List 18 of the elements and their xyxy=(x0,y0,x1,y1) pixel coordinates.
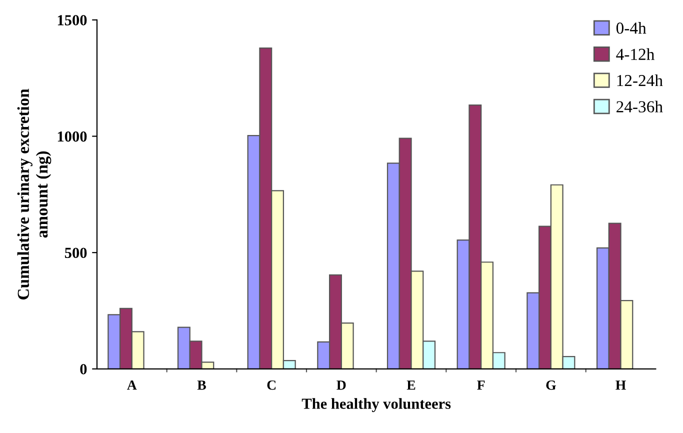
x-tick-label: D xyxy=(336,380,346,390)
x-tick-label: B xyxy=(197,380,206,390)
legend-label: 4-12h xyxy=(616,48,654,60)
x-tick-label: H xyxy=(616,380,626,390)
y-axis-title: Cumulative urinary excretion amount (ng) xyxy=(17,88,52,300)
legend-label: 0-4h xyxy=(616,22,646,34)
x-tick-label: G xyxy=(546,380,556,390)
y-tick-label: 1500 xyxy=(58,15,87,26)
x-tick-label: F xyxy=(477,380,485,390)
x-tick-label: E xyxy=(406,380,416,390)
x-tick-label: C xyxy=(267,380,276,390)
legend-label: 24-36h xyxy=(616,100,663,112)
x-tick-label: A xyxy=(127,380,137,390)
y-tick-label: 500 xyxy=(64,248,87,258)
legend-label: 12-24h xyxy=(617,74,663,86)
x-axis-title: The healthy volunteers xyxy=(302,398,451,412)
y-tick-label: 0 xyxy=(80,364,87,374)
y-tick-label: 1000 xyxy=(58,131,87,142)
